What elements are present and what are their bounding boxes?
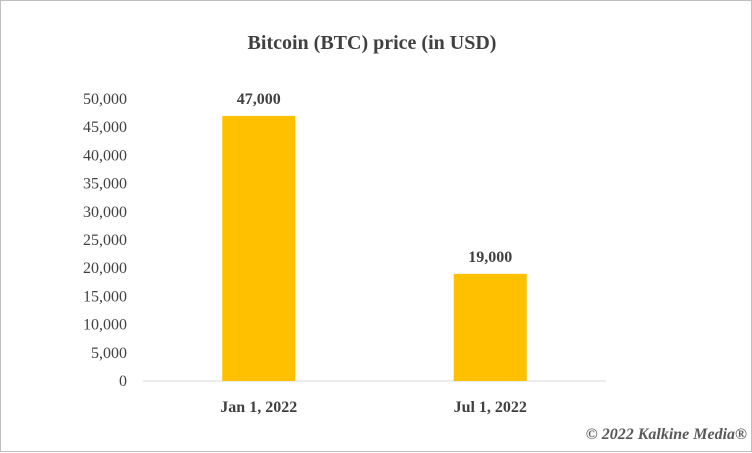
y-tick-label: 30,000	[83, 204, 127, 221]
y-tick-label: 25,000	[83, 232, 127, 249]
y-tick-label: 5,000	[91, 345, 127, 362]
y-tick-label: 0	[119, 373, 127, 390]
bar	[453, 273, 527, 381]
y-tick-label: 15,000	[83, 288, 127, 305]
bars-group	[222, 115, 527, 382]
y-tick-label: 20,000	[83, 260, 127, 277]
x-axis: Jan 1, 2022 Jul 1, 2022	[220, 399, 527, 416]
copyright-credit: © 2022 Kalkine Media®	[586, 426, 747, 443]
y-tick-label: 50,000	[83, 91, 127, 108]
y-tick-label: 10,000	[83, 317, 127, 334]
chart-title: Bitcoin (BTC) price (in USD)	[248, 32, 497, 54]
y-tick-label: 45,000	[83, 119, 127, 136]
data-labels-group: 47,000 19,000	[237, 91, 513, 266]
data-label: 47,000	[237, 91, 281, 108]
y-tick-label: 40,000	[83, 147, 127, 164]
x-tick-label: Jul 1, 2022	[454, 399, 527, 416]
y-axis: 0 5,000 10,000 15,000 20,000 25,000 30,000 35,0…	[83, 91, 127, 390]
y-tick-label: 35,000	[83, 176, 127, 193]
bar	[222, 115, 296, 382]
x-tick-label: Jan 1, 2022	[220, 399, 297, 416]
data-label: 19,000	[468, 249, 512, 266]
